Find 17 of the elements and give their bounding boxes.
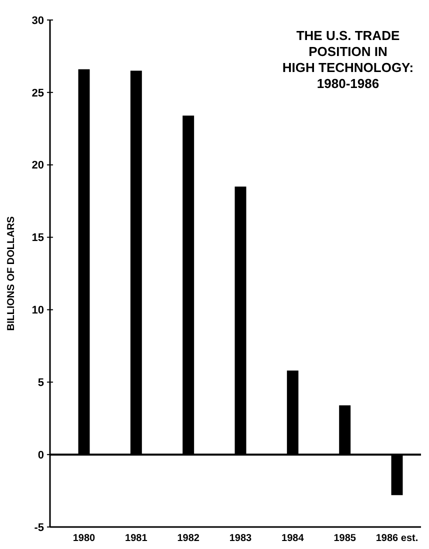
y-axis-title: BILLIONS OF DOLLARS [6, 216, 17, 331]
x-tick-label: 1982 [177, 533, 200, 544]
x-tick-label: 1983 [229, 533, 252, 544]
y-tick-label: 30 [32, 14, 44, 27]
y-tick-label: 20 [32, 160, 44, 172]
y-tick-label: 10 [32, 304, 44, 317]
x-tick-label: 1986 est. [376, 533, 418, 544]
y-tick-label: 0 [38, 449, 44, 462]
x-tick-label: 1981 [125, 533, 148, 544]
y-tick-label: 5 [38, 376, 44, 389]
text: THE U.S. TRADE POSITION IN HIGH TECHNOLOGY: 1980-1986 [282, 28, 414, 91]
x-tick-label: 1980 [72, 533, 96, 544]
y-tick-label: 25 [32, 87, 44, 100]
y-tick-label: 15 [32, 232, 44, 244]
x-tick-label: 1984 [282, 533, 304, 544]
y-tick-label: -5 [34, 522, 44, 534]
x-tick-label: 1985 [334, 533, 356, 544]
